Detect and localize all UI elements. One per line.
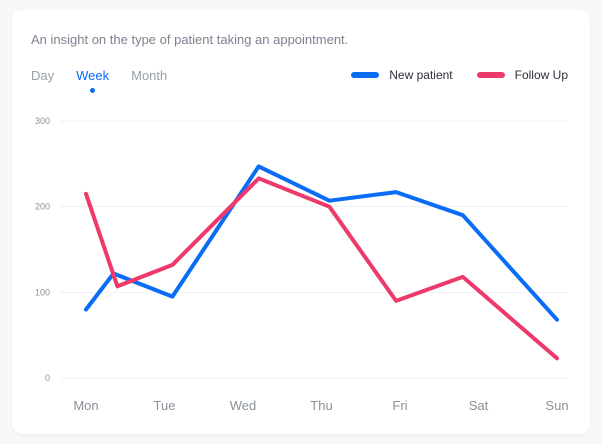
y-tick-label-100: 100: [35, 287, 50, 297]
tab-month[interactable]: Month: [131, 68, 167, 83]
active-tab-dot: [90, 88, 96, 93]
x-tick-label-thu: Thu: [310, 398, 332, 413]
y-axis-ticks: 0 100 200 300: [35, 116, 50, 383]
tab-month-label: Month: [131, 68, 168, 83]
series-line-new-patient[interactable]: [84, 164, 559, 322]
series-lines: [84, 164, 559, 361]
legend-label-new-patient: New patient: [389, 68, 453, 82]
tab-day-label: Day: [31, 68, 55, 83]
x-axis-ticks: Mon Tue Wed Thu Fri Sat Sun: [73, 398, 568, 413]
x-tick-label-sun: Sun: [545, 398, 568, 413]
legend-swatch-new-patient: [351, 72, 380, 78]
x-tick-label-wed: Wed: [230, 398, 257, 413]
tab-day[interactable]: Day: [31, 68, 54, 83]
y-tick-label-300: 300: [35, 116, 50, 126]
range-tabs: Day Week Month: [31, 68, 189, 93]
legend-label-follow-up: Follow Up: [514, 68, 568, 82]
tab-week[interactable]: Week: [76, 68, 110, 93]
chart-card: An insight on the type of patient taking…: [12, 10, 590, 434]
y-tick-label-200: 200: [35, 202, 50, 212]
legend-item-new-patient[interactable]: New patient: [351, 68, 453, 82]
x-tick-label-fri: Fri: [392, 398, 407, 413]
legend-item-follow-up[interactable]: Follow Up: [476, 68, 568, 82]
chart-legend: New patient Follow Up: [327, 68, 568, 82]
x-tick-label-mon: Mon: [73, 398, 98, 413]
legend-swatch-follow-up: [476, 72, 505, 78]
x-tick-label-sat: Sat: [469, 398, 489, 413]
series-line-follow-up[interactable]: [84, 176, 559, 361]
chart-subtitle: An insight on the type of patient taking…: [31, 32, 349, 47]
x-tick-label-tue: Tue: [154, 398, 176, 413]
tab-week-label: Week: [76, 68, 110, 83]
y-tick-label-0: 0: [45, 373, 50, 383]
